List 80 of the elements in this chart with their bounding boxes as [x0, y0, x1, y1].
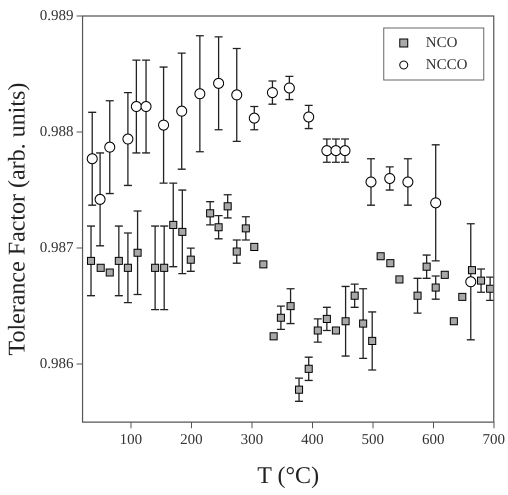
y-tick-label: 0.987	[40, 240, 74, 256]
point	[286, 302, 295, 310]
point	[314, 326, 322, 335]
y-tick-label: 0.986	[40, 356, 74, 372]
point	[114, 256, 123, 265]
point	[140, 101, 152, 112]
point	[477, 276, 486, 285]
point	[270, 332, 278, 340]
x-tick-label: 500	[362, 432, 384, 448]
point	[232, 248, 241, 256]
point	[304, 364, 313, 373]
point	[86, 153, 98, 164]
point	[465, 276, 476, 288]
point	[130, 101, 142, 112]
point	[458, 292, 466, 301]
point	[339, 145, 350, 156]
point	[224, 202, 232, 210]
point	[321, 145, 332, 156]
point	[94, 194, 106, 205]
point	[160, 264, 168, 272]
point	[266, 87, 278, 98]
y-tick-label: 0.989	[40, 8, 74, 24]
point	[106, 268, 114, 277]
point	[395, 275, 404, 284]
point	[342, 317, 350, 326]
y-axis-title: Tolerance Factor (arb. units)	[4, 82, 31, 356]
x-axis-title: T (°C)	[257, 462, 320, 489]
point	[134, 248, 142, 257]
point	[250, 242, 258, 251]
point	[468, 266, 476, 274]
point	[151, 264, 160, 272]
point	[386, 259, 394, 268]
point	[284, 82, 295, 94]
point	[330, 145, 342, 156]
legend-label: NCCO	[426, 56, 468, 73]
x-tick-label: 400	[301, 432, 324, 448]
point	[422, 262, 431, 271]
point	[368, 336, 376, 345]
point	[96, 264, 105, 272]
point	[384, 172, 396, 184]
point	[376, 252, 385, 260]
point	[295, 386, 304, 394]
point	[214, 223, 223, 232]
point	[104, 142, 116, 153]
point	[303, 111, 314, 122]
point	[231, 89, 242, 100]
point	[122, 134, 134, 145]
point	[206, 209, 214, 218]
point	[158, 120, 170, 131]
y-tick-label: 0.988	[40, 124, 74, 140]
point	[322, 314, 331, 323]
point	[213, 78, 224, 89]
point	[259, 260, 268, 268]
point	[430, 197, 442, 208]
point	[248, 112, 260, 124]
point	[359, 320, 368, 328]
point	[365, 176, 376, 188]
point	[276, 314, 285, 322]
point	[124, 264, 132, 272]
point	[402, 176, 414, 188]
x-tick-label: 700	[482, 432, 505, 448]
point	[186, 256, 195, 264]
legend-label: NCO	[426, 34, 458, 51]
point	[440, 270, 449, 279]
point	[86, 256, 96, 265]
point	[486, 284, 494, 293]
x-tick-label: 200	[180, 432, 203, 448]
point	[332, 326, 340, 335]
point	[194, 88, 206, 100]
point	[450, 317, 458, 326]
x-tick-label: 100	[120, 432, 142, 448]
point	[169, 220, 178, 229]
point	[350, 292, 359, 300]
x-tick-label: 600	[422, 432, 445, 448]
point	[414, 292, 422, 300]
x-tick-label: 300	[240, 432, 264, 448]
point	[432, 284, 440, 292]
point	[176, 106, 188, 117]
point	[178, 228, 186, 236]
point	[242, 224, 250, 232]
